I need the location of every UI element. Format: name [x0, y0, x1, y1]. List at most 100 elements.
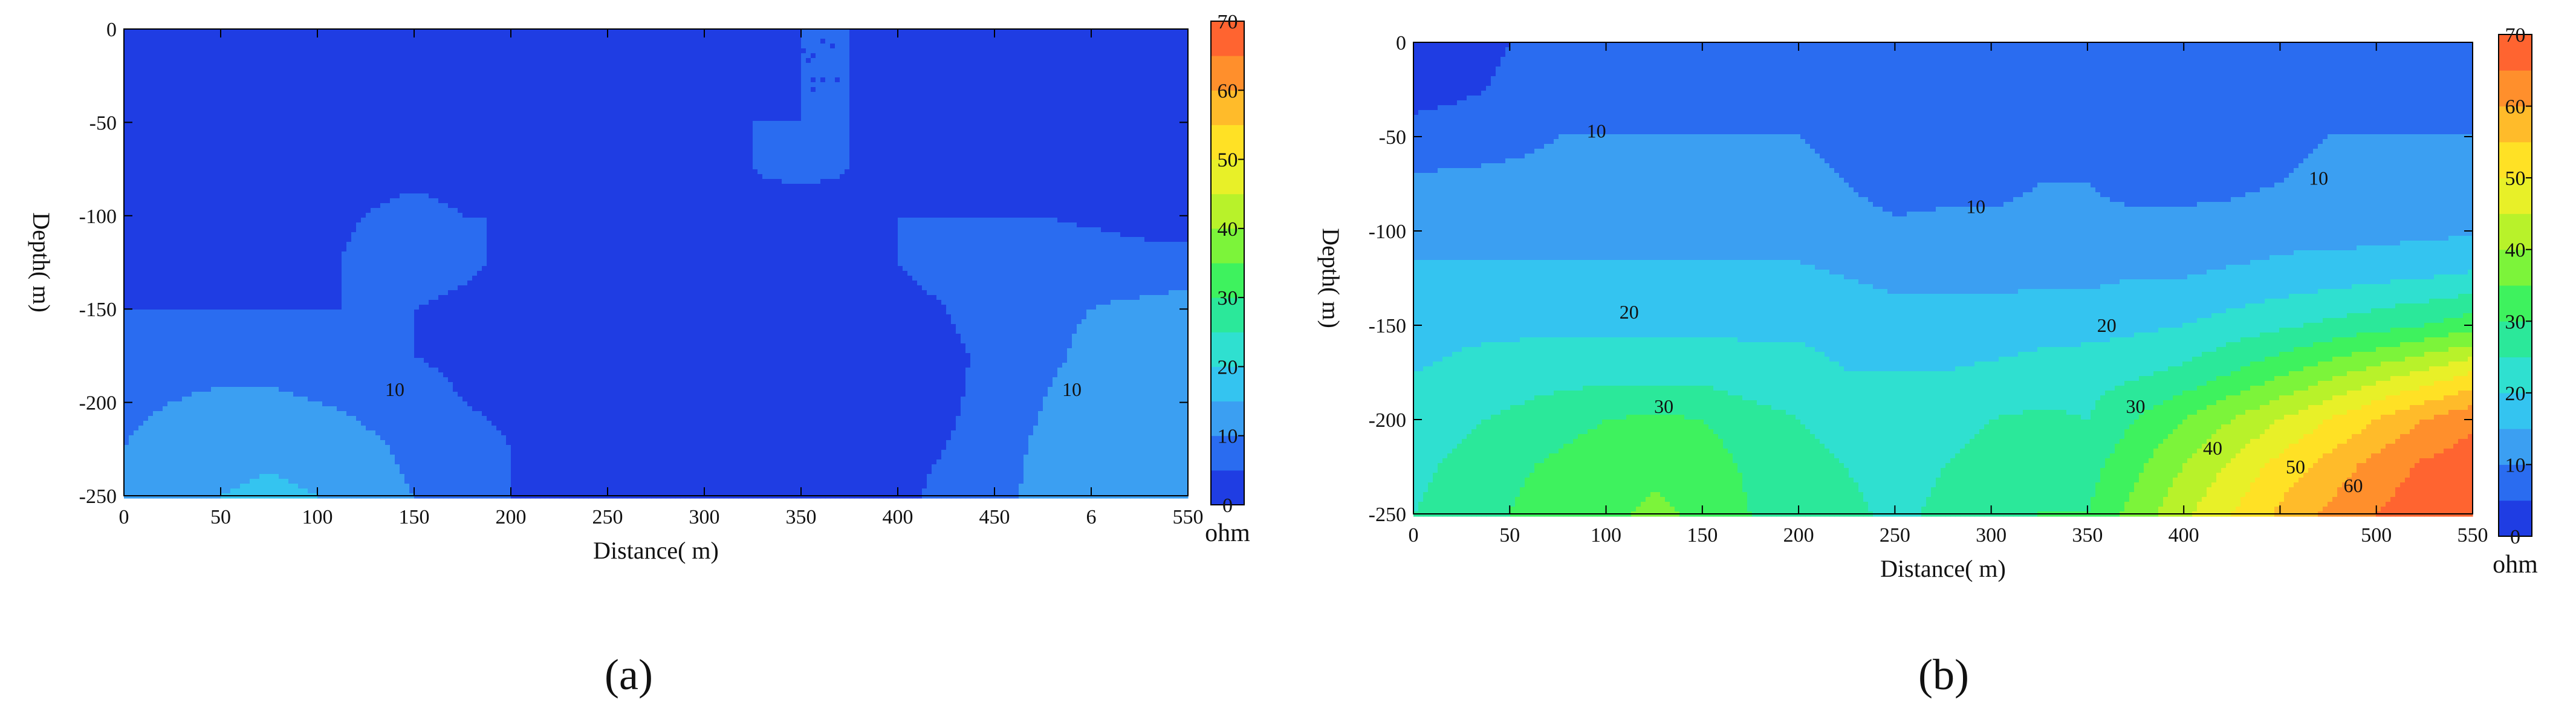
- heatmap-cell: [830, 73, 835, 78]
- heatmap-cell: [1028, 77, 1034, 83]
- heatmap-cell: [1178, 63, 1184, 68]
- heatmap-cell: [1009, 92, 1014, 97]
- heatmap-cell: [699, 48, 705, 54]
- heatmap-cell: [1072, 63, 1077, 68]
- heatmap-cell: [806, 34, 811, 39]
- heatmap-cell: [419, 121, 424, 126]
- heatmap-cell: [675, 82, 681, 88]
- heatmap-cell: [724, 29, 729, 34]
- heatmap-cell: [380, 121, 386, 126]
- heatmap-cell: [569, 58, 574, 63]
- heatmap-cell: [985, 39, 990, 44]
- heatmap-cell: [898, 63, 903, 68]
- heatmap-cell: [777, 121, 782, 126]
- heatmap-cell: [1067, 116, 1072, 122]
- heatmap-cell: [351, 92, 357, 97]
- heatmap-cell: [782, 111, 787, 117]
- heatmap-cell: [1120, 77, 1126, 83]
- heatmap-cell: [990, 102, 995, 107]
- heatmap-cell: [787, 102, 792, 107]
- heatmap-cell: [414, 102, 420, 107]
- heatmap-cell: [322, 77, 328, 83]
- heatmap-cell: [192, 53, 197, 59]
- heatmap-cell: [419, 53, 424, 59]
- heatmap-cell: [637, 77, 642, 83]
- heatmap-cell: [467, 97, 473, 102]
- heatmap-cell: [472, 34, 478, 39]
- heatmap-cell: [443, 97, 449, 102]
- heatmap-cell: [1014, 68, 1019, 73]
- heatmap-cell: [990, 121, 995, 126]
- heatmap-cell: [327, 121, 333, 126]
- heatmap-cell: [787, 34, 792, 39]
- heatmap-cell: [714, 29, 719, 34]
- heatmap-cell: [840, 73, 845, 78]
- heatmap-cell: [975, 87, 981, 92]
- heatmap-cell: [941, 73, 947, 78]
- heatmap-cell: [965, 121, 971, 126]
- heatmap-cell: [1144, 82, 1150, 88]
- heatmap-cell: [554, 34, 560, 39]
- heatmap-cell: [530, 63, 536, 68]
- heatmap-cell: [975, 77, 981, 83]
- heatmap-cell: [322, 58, 328, 63]
- heatmap-cell: [356, 92, 362, 97]
- heatmap-cell: [1101, 29, 1106, 34]
- heatmap-cell: [932, 97, 937, 102]
- heatmap-cell: [134, 29, 139, 34]
- heatmap-cell: [714, 63, 719, 68]
- heatmap-cell: [346, 87, 352, 92]
- heatmap-cell: [129, 44, 134, 49]
- heatmap-cell: [1072, 34, 1077, 39]
- heatmap-cell: [196, 102, 202, 107]
- heatmap-cell: [917, 44, 923, 49]
- heatmap-cell: [409, 82, 415, 88]
- heatmap-cell: [400, 106, 405, 112]
- heatmap-cell: [956, 102, 961, 107]
- heatmap-cell: [927, 106, 932, 112]
- heatmap-cell: [1082, 97, 1087, 102]
- heatmap-cell: [550, 77, 555, 83]
- heatmap-cell: [787, 58, 792, 63]
- heatmap-cell: [666, 87, 671, 92]
- heatmap-cell: [177, 39, 183, 44]
- heatmap-cell: [1115, 44, 1121, 49]
- heatmap-cell: [313, 87, 318, 92]
- heatmap-cell: [225, 53, 231, 59]
- heatmap-cell: [1004, 77, 1010, 83]
- heatmap-cell: [1053, 58, 1058, 63]
- heatmap-cell: [138, 34, 144, 39]
- heatmap-cell: [284, 102, 289, 107]
- heatmap-cell: [1125, 44, 1131, 49]
- heatmap-cell: [748, 92, 753, 97]
- heatmap-cell: [922, 44, 927, 49]
- heatmap-cell: [255, 73, 260, 78]
- heatmap-cell: [1111, 29, 1116, 34]
- heatmap-cell: [1101, 58, 1106, 63]
- heatmap-cell: [467, 111, 473, 117]
- heatmap-cell: [487, 102, 492, 107]
- heatmap-cell: [385, 73, 391, 78]
- heatmap-cell: [651, 87, 657, 92]
- heatmap-cell: [482, 68, 487, 73]
- heatmap-cell: [777, 116, 782, 122]
- heatmap-cell: [753, 48, 758, 54]
- heatmap-cell: [332, 106, 337, 112]
- heatmap-cell: [632, 29, 637, 34]
- heatmap-cell: [690, 29, 695, 34]
- heatmap-cell: [1048, 77, 1053, 83]
- heatmap-cell: [554, 87, 560, 92]
- heatmap-cell: [245, 29, 250, 34]
- heatmap-cell: [317, 29, 323, 34]
- heatmap-cell: [404, 34, 410, 39]
- heatmap-cell: [574, 77, 579, 83]
- heatmap-cell: [487, 29, 492, 34]
- heatmap-cell: [506, 121, 511, 126]
- heatmap-cell: [540, 82, 545, 88]
- heatmap-cell: [951, 29, 956, 34]
- heatmap-cell: [695, 58, 700, 63]
- heatmap-cell: [240, 116, 245, 122]
- heatmap-cell: [1004, 29, 1010, 34]
- heatmap-cell: [888, 29, 894, 34]
- heatmap-cell: [598, 97, 603, 102]
